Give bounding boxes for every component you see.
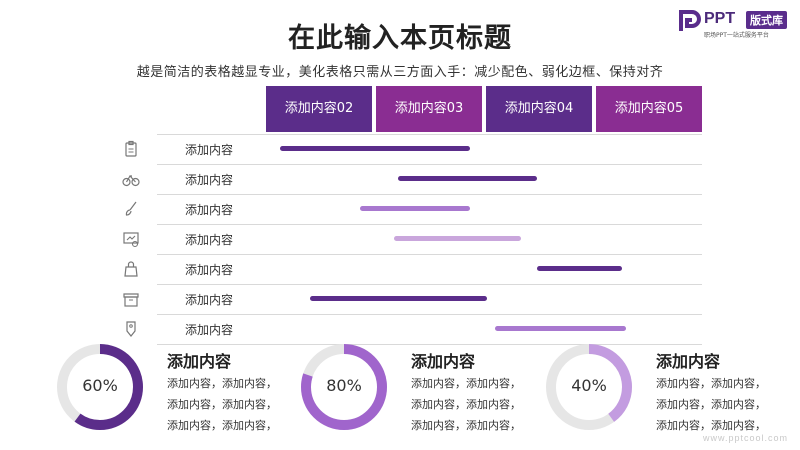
gantt-bar [495, 326, 627, 331]
row-label: 添加内容 [185, 233, 234, 247]
card-text-line: 添加内容，添加内容， [656, 419, 766, 432]
bicycle-icon [122, 174, 140, 187]
donut-fill [546, 344, 632, 430]
card-text-line: 添加内容，添加内容， [167, 377, 277, 390]
row-label: 添加内容 [185, 173, 234, 187]
logo-text: PPT [704, 10, 736, 27]
row-divider [157, 224, 702, 225]
card-title: 添加内容 [411, 352, 476, 371]
row-divider [157, 164, 702, 165]
donut-chart [301, 344, 387, 430]
row-label: 添加内容 [185, 263, 234, 277]
column-header-5: 添加内容05 [596, 86, 702, 132]
clipboard-icon [125, 140, 137, 157]
column-header-3: 添加内容03 [376, 86, 482, 132]
donut-percent-label: 80% [326, 376, 362, 395]
card-text-line: 添加内容，添加内容， [167, 419, 277, 432]
donut-chart [57, 344, 143, 430]
row-label: 添加内容 [185, 323, 234, 337]
card-text-line: 添加内容，添加内容， [656, 398, 766, 411]
gantt-bar [309, 296, 487, 301]
box-icon [123, 293, 139, 307]
tag-icon [126, 321, 136, 337]
brand-logo: PPT 版式库 职场PPT一站式服务平台 [678, 8, 796, 40]
card-text-line: 添加内容，添加内容， [411, 377, 521, 390]
card-text-line: 添加内容，添加内容， [167, 398, 277, 411]
row-divider [157, 344, 702, 345]
card-title: 添加内容 [656, 352, 721, 371]
row-divider [157, 134, 702, 135]
gantt-bar [280, 146, 470, 151]
row-label: 添加内容 [185, 203, 234, 217]
logo-tagline: 职场PPT一站式服务平台 [704, 32, 769, 39]
brush-icon [125, 201, 137, 216]
row-divider [157, 254, 702, 255]
logo-mark-icon [679, 10, 701, 31]
watermark: www.pptcool.com [702, 433, 788, 443]
card-title: 添加内容 [167, 352, 232, 371]
donut-fill [301, 344, 387, 430]
gantt-bar [360, 206, 470, 211]
gantt-bar [398, 176, 538, 181]
donut-chart [546, 344, 632, 430]
logo-badge: 版式库 [746, 11, 787, 29]
row-label: 添加内容 [185, 293, 234, 307]
gantt-bar [537, 266, 622, 271]
column-header-4: 添加内容04 [486, 86, 592, 132]
row-divider [157, 314, 702, 315]
donut-fill [57, 344, 143, 430]
card-text-line: 添加内容，添加内容， [411, 419, 521, 432]
card-text-line: 添加内容，添加内容， [411, 398, 521, 411]
row-label: 添加内容 [185, 143, 234, 157]
row-divider [157, 194, 702, 195]
page-title: 在此输入本页标题 [288, 23, 512, 54]
page-subtitle: 越是简洁的表格越显专业，美化表格只需从三方面入手：减少配色、弱化边框、保持对齐 [136, 65, 664, 80]
donut-percent-label: 40% [571, 376, 607, 395]
donut-percent-label: 60% [82, 376, 118, 395]
column-header-2: 添加内容02 [266, 86, 372, 132]
bag-icon [124, 261, 138, 277]
gantt-bar [393, 236, 521, 241]
row-divider [157, 284, 702, 285]
screen-icon [123, 232, 139, 248]
card-text-line: 添加内容，添加内容， [656, 377, 766, 390]
